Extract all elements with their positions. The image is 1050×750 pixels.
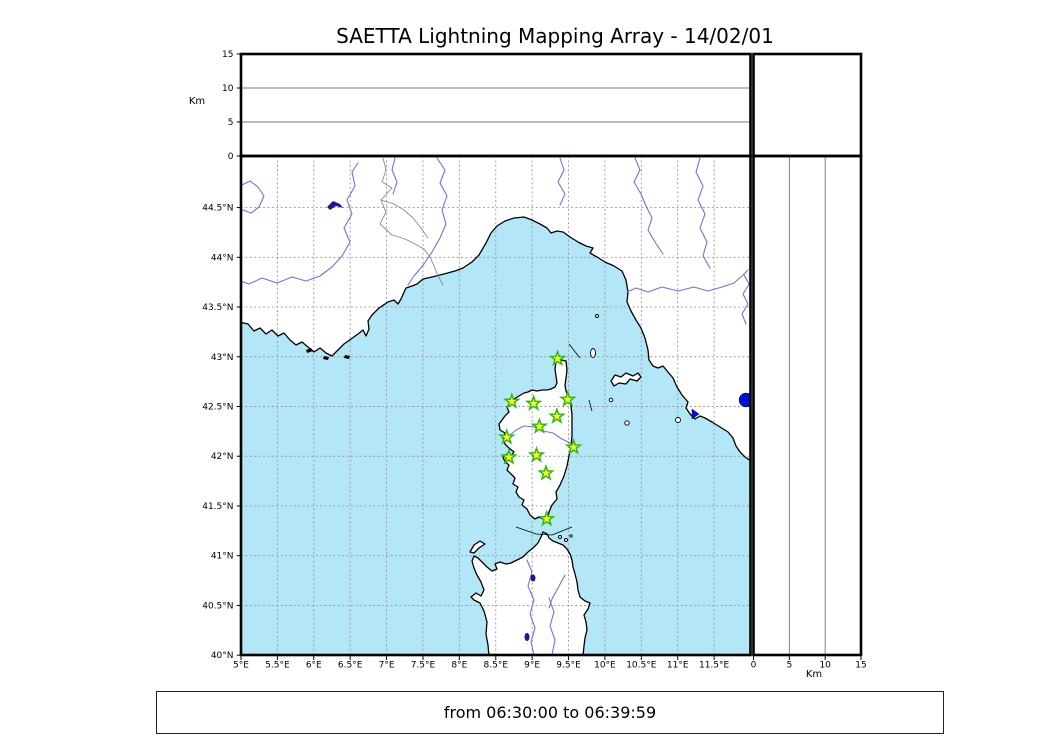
rivers xyxy=(241,157,750,655)
land-corsica-coastline xyxy=(498,355,573,520)
lat-tick-label: 44.5°N xyxy=(202,204,233,214)
lon-tick-label: 6°E xyxy=(306,661,322,671)
land-continent-france-italy xyxy=(241,156,751,461)
land-sardinia-coastline xyxy=(470,531,591,655)
lon-tick-label: 5.5°E xyxy=(265,661,290,671)
lat-tick-label: 41°N xyxy=(211,552,234,562)
land-corsica xyxy=(499,356,572,519)
alt-tick-label-right: 10 xyxy=(819,661,831,671)
lon-tick-label: 7.5°E xyxy=(411,661,436,671)
top-panel-frame xyxy=(239,52,752,158)
land-continent-france-italy-coastline xyxy=(241,156,751,462)
island-maddalena-3 xyxy=(569,534,573,538)
orbetello-lagoon xyxy=(691,408,700,420)
lon-tick-label: 11°E xyxy=(667,661,689,671)
lon-tick-label: 8.5°E xyxy=(484,661,509,671)
lon-tick-label: 7°E xyxy=(379,661,395,671)
lat-tick-label: 44°N xyxy=(211,253,234,263)
strait-lines xyxy=(515,343,593,536)
lat-tick-label: 40.5°N xyxy=(202,601,233,611)
alt-tick-label-top: 5 xyxy=(228,118,234,128)
alt-tick-label-top: 10 xyxy=(222,84,234,94)
altitude-unit-label-top: Km xyxy=(189,96,205,107)
lake-serre-poncon xyxy=(327,201,343,210)
axis-labels: 5°E 5.5°E 6°E 6.5°E 7°E 7.5°E 8°E 8.5°E 9°E 9.5°E… xyxy=(202,50,867,671)
land-asinara-coastline xyxy=(469,540,486,554)
time-range-label: from 06:30:00 to 06:39:59 xyxy=(443,703,657,722)
lakes-and-islets xyxy=(306,201,751,641)
island-giglio xyxy=(675,417,681,423)
lon-tick-label: 5°E xyxy=(233,661,249,671)
island-maddalena-1 xyxy=(558,535,562,539)
alt-tick-label-top: 0 xyxy=(228,152,234,162)
coastlines xyxy=(241,156,751,655)
lat-tick-label: 40°N xyxy=(211,651,234,661)
land-asinara xyxy=(470,541,485,553)
lon-tick-label: 10.5°E xyxy=(626,661,657,671)
lake-bolsena xyxy=(738,392,751,408)
lon-tick-label: 9.5°E xyxy=(556,661,581,671)
country-border xyxy=(379,157,444,286)
altitude-unit-label-right: Km xyxy=(806,669,822,680)
lat-tick-label: 42°N xyxy=(211,452,234,462)
altitude-vs-latitude-panel xyxy=(753,156,861,655)
right-panel-gridlines xyxy=(788,157,826,654)
lon-tick-label: 6.5°E xyxy=(338,661,363,671)
island-gorgona xyxy=(595,314,599,318)
sardinia-lake-2 xyxy=(524,633,530,641)
altitude-vs-longitude-panel xyxy=(241,54,751,156)
lat-tick-label: 43.5°N xyxy=(202,303,233,313)
lon-tick-label: 9°E xyxy=(524,661,540,671)
alt-tick-label-right: 15 xyxy=(855,661,866,671)
right-panel-frame xyxy=(752,154,863,657)
altitude-histogram-panel xyxy=(753,54,861,156)
alt-tick-label-right: 5 xyxy=(786,661,792,671)
iles-d-hyeres xyxy=(306,348,350,360)
lon-tick-label: 11.5°E xyxy=(699,661,730,671)
island-pianosa xyxy=(608,397,614,403)
lon-tick-label: 10°E xyxy=(594,661,616,671)
page-title: SAETTA Lightning Mapping Array - 14/02/0… xyxy=(336,24,774,48)
land-elba-coastline xyxy=(610,372,642,387)
top-panel-gridlines xyxy=(242,87,750,123)
time-range-box: from 06:30:00 to 06:39:59 xyxy=(156,691,944,734)
map-panel xyxy=(241,156,751,655)
sardinia-lake-1 xyxy=(530,574,536,582)
island-capraia xyxy=(590,348,596,358)
island-montecristo xyxy=(624,420,630,426)
lat-tick-label: 41.5°N xyxy=(202,502,233,512)
lat-tick-label: 43°N xyxy=(211,353,234,363)
lon-tick-label: 8°E xyxy=(451,661,467,671)
alt-tick-label-top: 15 xyxy=(222,50,233,60)
lat-tick-label: 42.5°N xyxy=(202,403,233,413)
island-maddalena-2 xyxy=(564,538,568,542)
alt-tick-label-right: 0 xyxy=(751,661,757,671)
